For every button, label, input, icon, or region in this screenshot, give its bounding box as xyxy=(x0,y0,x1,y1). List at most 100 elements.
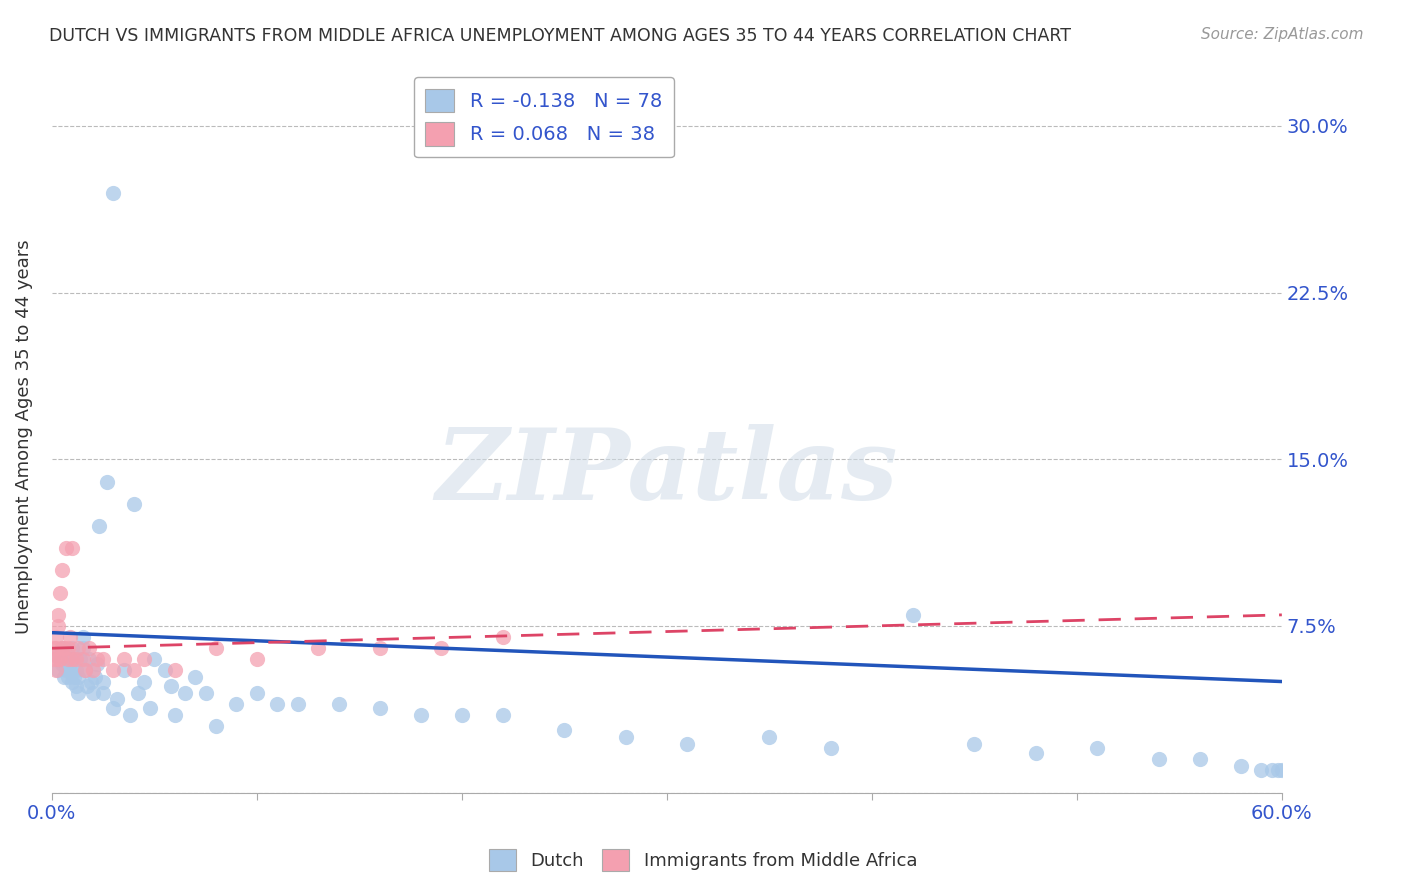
Point xyxy=(56,659,79,673)
Point xyxy=(184,670,207,684)
Point xyxy=(758,730,780,744)
Point xyxy=(246,652,269,666)
Point xyxy=(132,652,155,666)
Point xyxy=(194,686,217,700)
Text: Source: ZipAtlas.com: Source: ZipAtlas.com xyxy=(1201,27,1364,42)
Point xyxy=(83,670,105,684)
Point xyxy=(492,707,515,722)
Point xyxy=(409,707,432,722)
Point xyxy=(56,652,79,666)
Point xyxy=(45,630,67,644)
Point xyxy=(55,541,77,556)
Point xyxy=(60,541,83,556)
Point xyxy=(56,641,79,656)
Point xyxy=(159,679,181,693)
Point xyxy=(63,652,86,666)
Point xyxy=(55,652,77,666)
Point xyxy=(67,670,90,684)
Point xyxy=(49,652,72,666)
Point xyxy=(963,737,986,751)
Point xyxy=(80,674,103,689)
Point xyxy=(45,664,67,678)
Point xyxy=(67,641,90,656)
Point xyxy=(122,664,145,678)
Point xyxy=(204,641,226,656)
Point xyxy=(77,641,100,656)
Point xyxy=(65,664,87,678)
Point xyxy=(1025,746,1047,760)
Point xyxy=(1260,764,1282,778)
Point xyxy=(72,641,94,656)
Point xyxy=(430,641,453,656)
Point xyxy=(60,674,83,689)
Point xyxy=(368,641,391,656)
Point xyxy=(122,497,145,511)
Text: ZIPatlas: ZIPatlas xyxy=(436,425,898,521)
Point xyxy=(60,664,83,678)
Point xyxy=(86,652,108,666)
Legend: R = -0.138   N = 78, R = 0.068   N = 38: R = -0.138 N = 78, R = 0.068 N = 38 xyxy=(413,77,673,158)
Point xyxy=(87,519,110,533)
Text: DUTCH VS IMMIGRANTS FROM MIDDLE AFRICA UNEMPLOYMENT AMONG AGES 35 TO 44 YEARS CO: DUTCH VS IMMIGRANTS FROM MIDDLE AFRICA U… xyxy=(49,27,1071,45)
Point xyxy=(139,701,162,715)
Point xyxy=(76,679,98,693)
Point xyxy=(1267,764,1289,778)
Point xyxy=(307,641,329,656)
Point xyxy=(614,730,637,744)
Point xyxy=(132,674,155,689)
Point xyxy=(91,652,114,666)
Point xyxy=(82,686,104,700)
Point xyxy=(287,697,309,711)
Point xyxy=(60,641,83,656)
Point xyxy=(368,701,391,715)
Point xyxy=(77,652,100,666)
Point xyxy=(174,686,197,700)
Point xyxy=(51,641,73,656)
Legend: Dutch, Immigrants from Middle Africa: Dutch, Immigrants from Middle Africa xyxy=(482,842,924,879)
Point xyxy=(82,664,104,678)
Point xyxy=(112,664,135,678)
Point xyxy=(53,670,76,684)
Point xyxy=(1085,741,1108,756)
Point xyxy=(56,670,79,684)
Point xyxy=(96,475,118,489)
Y-axis label: Unemployment Among Ages 35 to 44 years: Unemployment Among Ages 35 to 44 years xyxy=(15,240,32,634)
Point xyxy=(65,679,87,693)
Point xyxy=(492,630,515,644)
Point xyxy=(53,641,76,656)
Point xyxy=(246,686,269,700)
Point xyxy=(59,652,82,666)
Point xyxy=(72,652,94,666)
Point xyxy=(103,664,125,678)
Point xyxy=(55,664,77,678)
Point xyxy=(266,697,288,711)
Point xyxy=(450,707,472,722)
Point xyxy=(163,664,186,678)
Point xyxy=(46,652,69,666)
Point xyxy=(53,657,76,671)
Point xyxy=(42,641,65,656)
Point xyxy=(820,741,842,756)
Point xyxy=(51,563,73,577)
Point xyxy=(103,701,125,715)
Point xyxy=(42,652,65,666)
Point xyxy=(46,607,69,622)
Point xyxy=(72,630,94,644)
Point xyxy=(46,664,69,678)
Point xyxy=(112,652,135,666)
Point xyxy=(45,648,67,662)
Point xyxy=(1271,764,1294,778)
Point xyxy=(60,652,83,666)
Point xyxy=(63,670,86,684)
Point xyxy=(91,674,114,689)
Point xyxy=(86,657,108,671)
Point xyxy=(73,664,96,678)
Point xyxy=(204,719,226,733)
Point xyxy=(1188,752,1211,766)
Point xyxy=(553,723,575,738)
Point xyxy=(67,686,90,700)
Point xyxy=(59,664,82,678)
Point xyxy=(45,641,67,656)
Point xyxy=(1250,764,1272,778)
Point xyxy=(225,697,247,711)
